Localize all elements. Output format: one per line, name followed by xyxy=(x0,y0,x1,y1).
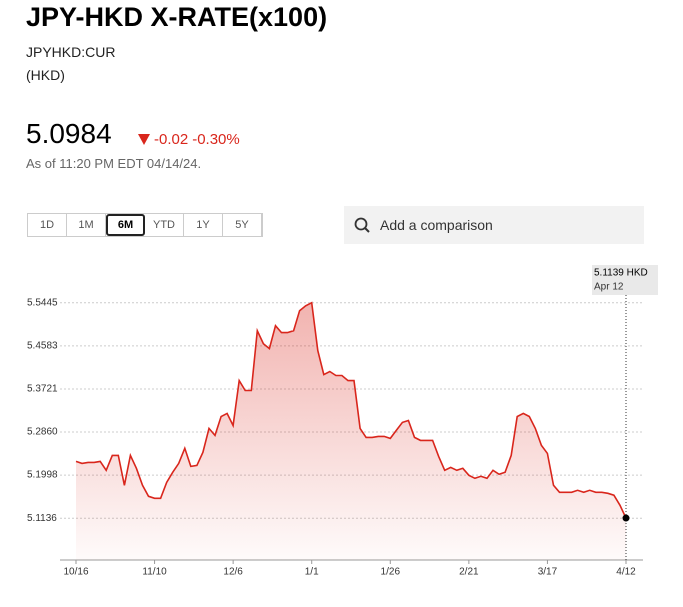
range-button[interactable]: YTD xyxy=(145,214,184,236)
y-tick-label: 5.1136 xyxy=(27,513,57,524)
tooltip-date: Apr 12 xyxy=(594,282,624,293)
range-button[interactable]: 1D xyxy=(28,214,67,236)
change: -0.02 -0.30% xyxy=(138,131,240,148)
x-tick-label: 10/16 xyxy=(63,567,88,578)
comparison-search[interactable]: Add a comparison xyxy=(344,206,644,244)
x-tick-label: 1/1 xyxy=(305,567,319,578)
x-tick-label: 1/26 xyxy=(381,567,401,578)
title: JPY-HKD X-RATE(x100) xyxy=(26,2,328,32)
range-button[interactable]: 5Y xyxy=(223,214,262,236)
x-tick-label: 4/12 xyxy=(616,567,636,578)
area-fill xyxy=(76,302,626,560)
range-button[interactable]: 6M xyxy=(106,214,145,236)
change-value: -0.02 xyxy=(154,131,189,148)
y-tick-label: 5.3721 xyxy=(27,384,58,395)
x-tick-label: 11/10 xyxy=(142,567,167,578)
down-arrow xyxy=(138,134,150,145)
currency: (HKD) xyxy=(26,67,65,83)
price-line xyxy=(75,301,627,519)
tooltip-box xyxy=(592,265,658,295)
x-tick-label: 12/6 xyxy=(223,567,243,578)
price: 5.0984 xyxy=(26,118,112,149)
y-tick-label: 5.2860 xyxy=(27,427,58,438)
search-icon xyxy=(354,217,370,233)
x-tick-label: 3/17 xyxy=(538,567,558,578)
tooltip-value: 5.1139 HKD xyxy=(594,268,648,279)
y-tick-label: 5.1998 xyxy=(27,470,58,481)
x-tick-label: 2/21 xyxy=(459,567,479,578)
y-tick-label: 5.5445 xyxy=(27,297,58,308)
timestamp: As of 11:20 PM EDT 04/14/24. xyxy=(26,156,202,171)
range-button[interactable]: 1Y xyxy=(184,214,223,236)
y-tick-label: 5.4583 xyxy=(27,340,58,351)
last-point xyxy=(622,514,630,522)
search-placeholder: Add a comparison xyxy=(380,217,493,233)
change-percent: -0.30% xyxy=(192,131,240,148)
range-button[interactable]: 1M xyxy=(67,214,106,236)
symbol: JPYHKD:CUR xyxy=(26,44,116,60)
range-selector: 1D 1M 6M YTD 1Y 5Y xyxy=(27,213,263,237)
